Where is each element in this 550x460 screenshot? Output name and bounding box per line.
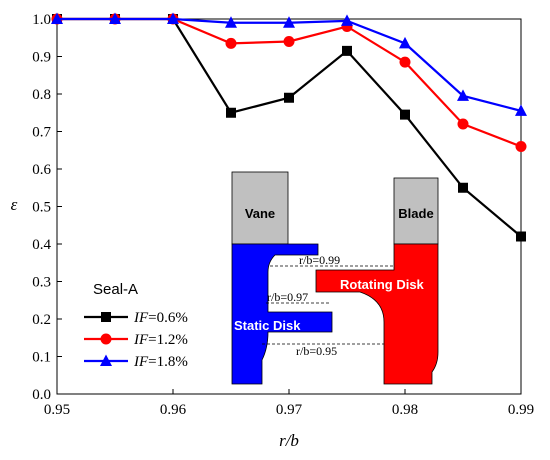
- data-point-marker: [457, 118, 469, 130]
- series-group: [51, 12, 527, 242]
- legend-marker: [100, 333, 112, 345]
- y-tick-label: 0.4: [32, 237, 51, 253]
- rb-099-label: r/b=0.99: [299, 253, 340, 267]
- y-tick-label: 0.5: [32, 200, 51, 216]
- data-point-marker: [515, 141, 527, 152]
- series-line: [57, 17, 522, 238]
- vane-label: Vane: [245, 206, 275, 221]
- data-point-marker: [225, 16, 237, 28]
- data-point-marker: [399, 36, 411, 49]
- rb-095-label: r/b=0.95: [296, 344, 337, 358]
- legend-item: IF=0.6%: [84, 310, 188, 326]
- data-point-marker: [341, 14, 353, 26]
- y-tick-label: 0.3: [32, 275, 51, 291]
- static-disk-label: Static Disk: [234, 318, 301, 333]
- data-point-marker: [51, 12, 63, 24]
- series-1: [51, 13, 527, 152]
- y-tick-label: 0.0: [32, 387, 51, 403]
- rotating-disk-shape: [315, 243, 439, 385]
- x-tick-label: 0.97: [276, 402, 303, 418]
- x-tick-label: 0.99: [508, 402, 534, 418]
- static-disk-shape: [231, 243, 333, 385]
- y-tick-label: 0.6: [32, 162, 51, 178]
- y-tick-label: 0.7: [32, 125, 51, 141]
- legend-items: IF=0.6% IF=1.2% IF=1.8%: [84, 310, 188, 370]
- legend-marker: [100, 354, 112, 366]
- seal-schematic-inset: Vane Blade Static Disk Rotating Disk r/b…: [231, 171, 439, 385]
- data-point-marker: [109, 12, 121, 24]
- y-tick-label: 0.1: [32, 350, 51, 366]
- x-axis-title: r/b: [279, 431, 299, 450]
- data-point-marker: [225, 37, 237, 49]
- y-tick-label: 0.2: [32, 312, 51, 328]
- axis-ticks: 0.95 0.96 0.97 0.98 0.99 0.0 0.1 0.2 0.3 0.4 0.5 0.…: [32, 12, 534, 418]
- blade-shape: [393, 177, 439, 245]
- y-tick-label: 0.9: [32, 50, 51, 66]
- legend-label: IF=0.6%: [133, 310, 188, 326]
- series-0: [52, 14, 526, 242]
- data-point-marker: [167, 12, 179, 24]
- data-point-marker: [400, 109, 410, 120]
- y-tick-label: 1.0: [32, 12, 51, 28]
- data-point-marker: [458, 182, 468, 193]
- data-point-marker: [283, 16, 295, 28]
- vane-shape: [231, 171, 289, 245]
- data-point-marker: [516, 231, 526, 242]
- data-point-marker: [226, 107, 236, 118]
- x-tick-label: 0.95: [44, 402, 70, 418]
- legend-label: IF=1.2%: [133, 332, 188, 348]
- legend: Seal-A IF=0.6% IF=1.2% IF=1.8%: [84, 281, 188, 370]
- series-2: [51, 12, 527, 116]
- rb-097-label: r/b=0.97: [267, 290, 308, 304]
- x-tick-label: 0.98: [392, 402, 418, 418]
- legend-label: IF=1.8%: [133, 354, 188, 370]
- plot-frame: [56, 18, 522, 395]
- blade-label: Blade: [398, 206, 433, 221]
- legend-title: Seal-A: [93, 281, 138, 298]
- legend-marker: [101, 312, 111, 322]
- data-point-marker: [283, 36, 295, 47]
- y-axis-title: ε: [11, 195, 18, 214]
- legend-item: IF=1.8%: [84, 354, 188, 370]
- data-point-marker: [457, 89, 469, 101]
- data-point-marker: [515, 104, 527, 116]
- data-point-marker: [342, 45, 352, 56]
- x-tick-label: 0.96: [160, 402, 187, 418]
- legend-item: IF=1.2%: [84, 332, 188, 348]
- rotating-disk-label: Rotating Disk: [340, 277, 425, 292]
- data-point-marker: [399, 56, 411, 68]
- data-point-marker: [284, 92, 294, 103]
- y-tick-label: 0.8: [32, 87, 51, 103]
